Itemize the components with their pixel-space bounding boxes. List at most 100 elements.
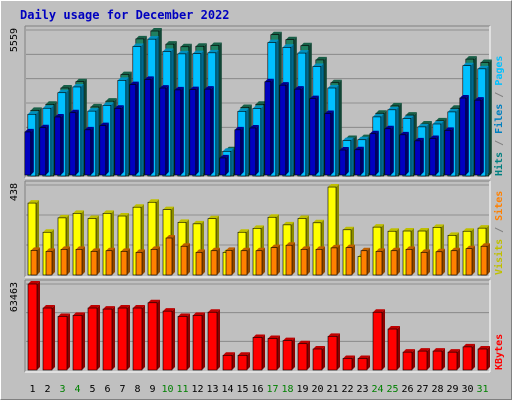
x-tick-label-day-5: 5: [89, 384, 95, 395]
x-tick-label-day-18: 18: [281, 384, 293, 395]
x-tick-label-day-15: 15: [236, 384, 248, 395]
panel-visits-sites: 438 Visits / Sites: [9, 180, 505, 278]
bar-sites-day-10: [165, 235, 175, 276]
panel-kbytes: 63463 KBytes: [9, 279, 505, 373]
bar-kbytes-day-12: [192, 312, 205, 371]
bar-pages-day-4: [69, 109, 79, 176]
series-legend: Hits / Files / Pages: [493, 56, 505, 176]
x-tick-label-day-6: 6: [104, 384, 110, 395]
x-tick-label-day-31: 31: [476, 384, 488, 395]
bar-kbytes-day-14: [222, 352, 235, 371]
bar-pages-day-3: [54, 113, 64, 176]
bar-sites-day-18: [285, 242, 295, 276]
x-tick-label-day-11: 11: [176, 384, 188, 395]
x-tick-label-day-13: 13: [206, 384, 218, 395]
bar-kbytes-day-18: [282, 337, 295, 371]
bar-kbytes-day-26: [402, 349, 415, 371]
bar-pages-day-30: [459, 95, 469, 176]
bar-pages-day-17: [264, 78, 274, 176]
series-legend: KBytes: [494, 334, 505, 370]
bar-sites-day-23: [360, 247, 370, 276]
legend-part: KBytes: [494, 334, 505, 370]
bar-kbytes-day-30: [462, 343, 475, 371]
x-tick-label-day-23: 23: [356, 384, 368, 395]
legend-part: Hits: [493, 152, 505, 176]
page-title: Daily usage for December 2022: [20, 8, 230, 22]
bar-sites-day-21: [330, 244, 340, 276]
bar-kbytes-day-11: [177, 313, 190, 371]
bar-kbytes-day-10: [162, 308, 175, 371]
legend-part: Sites: [493, 191, 505, 221]
bar-pages-day-6: [99, 122, 109, 176]
bar-kbytes-day-29: [447, 349, 460, 371]
bar-sites-day-29: [450, 247, 460, 276]
bar-pages-day-28: [429, 135, 439, 176]
legend-part: Files: [493, 104, 505, 134]
x-tick-label-day-12: 12: [191, 384, 203, 395]
bar-sites-day-20: [315, 246, 325, 276]
bar-sites-day-7: [120, 248, 130, 276]
bar-kbytes-day-9: [147, 299, 160, 371]
bar-sites-day-11: [180, 243, 190, 276]
bar-sites-day-24: [375, 248, 385, 276]
bar-kbytes-day-21: [327, 333, 340, 371]
bar-sites-day-13: [210, 247, 220, 276]
bar-kbytes-day-28: [432, 348, 445, 371]
bar-pages-day-15: [234, 126, 244, 176]
bar-pages-day-14: [219, 154, 229, 176]
bar-sites-day-3: [60, 246, 70, 276]
bar-pages-day-25: [384, 125, 394, 176]
chart-panels: 5559 Hits / Files / Pages 438 Visits / Site…: [9, 25, 505, 373]
x-tick-label-day-14: 14: [221, 384, 233, 395]
bar-kbytes-day-6: [102, 306, 115, 371]
bar-pages-day-9: [144, 76, 154, 176]
bar-pages-day-19: [294, 86, 304, 176]
bar-pages-day-12: [189, 86, 199, 176]
bar-pages-day-20: [309, 95, 319, 176]
bar-sites-day-19: [300, 246, 310, 276]
bar-kbytes-day-13: [207, 309, 220, 371]
bar-sites-day-16: [255, 247, 265, 276]
bar-sites-day-15: [240, 247, 250, 276]
bar-kbytes-day-15: [237, 352, 250, 371]
panel-hits-files-pages: 5559 Hits / Files / Pages: [9, 25, 505, 179]
bar-pages-day-2: [39, 124, 49, 176]
bar-kbytes-day-22: [342, 355, 355, 371]
bar-kbytes-day-5: [87, 305, 100, 371]
bar-sites-day-30: [465, 245, 475, 276]
bar-sites-day-9: [150, 246, 160, 276]
bar-kbytes-day-2: [42, 305, 55, 371]
bar-kbytes-day-24: [372, 309, 385, 371]
x-tick-label-day-16: 16: [251, 384, 263, 395]
bar-pages-day-22: [339, 147, 349, 176]
bar-pages-day-29: [444, 127, 454, 176]
bar-pages-day-27: [414, 137, 424, 176]
bar-kbytes-day-16: [252, 334, 265, 371]
bar-pages-day-21: [324, 110, 334, 176]
bar-pages-day-5: [84, 126, 94, 176]
bar-sites-day-25: [390, 247, 400, 276]
bar-sites-day-8: [135, 249, 145, 276]
bar-pages-day-24: [369, 130, 379, 176]
series-legend: Visits / Sites: [493, 191, 505, 275]
bar-sites-day-31: [480, 243, 490, 276]
x-tick-label-day-1: 1: [29, 384, 35, 395]
bar-pages-day-7: [114, 105, 124, 176]
bars: [27, 281, 490, 371]
x-tick-label-day-2: 2: [44, 384, 50, 395]
x-tick-label-day-22: 22: [341, 384, 353, 395]
legend-part: Pages: [494, 56, 505, 86]
legend-part: /: [494, 221, 505, 239]
bar-kbytes-day-1: [27, 281, 40, 371]
bar-pages-day-1: [24, 128, 34, 176]
bar-pages-day-13: [204, 86, 214, 176]
x-axis-labels: 1 2 3 4 5 6 7 8 9 10 11 12 13 14 15 16 17 18 19 20 21 22 23 24 2…: [29, 384, 488, 395]
bar-sites-day-27: [420, 249, 430, 276]
x-tick-label-day-3: 3: [59, 384, 65, 395]
x-tick-label-day-29: 29: [446, 384, 458, 395]
bar-kbytes-day-17: [267, 335, 280, 371]
x-tick-label-day-25: 25: [386, 384, 398, 395]
bar-kbytes-day-19: [297, 340, 310, 371]
bar-pages-day-10: [159, 85, 169, 176]
